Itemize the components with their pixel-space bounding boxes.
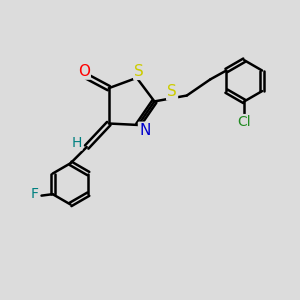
Text: S: S xyxy=(134,64,144,79)
Text: S: S xyxy=(167,85,177,100)
Text: N: N xyxy=(139,123,150,138)
Text: F: F xyxy=(31,187,39,201)
Text: O: O xyxy=(78,64,90,79)
Text: H: H xyxy=(71,136,82,150)
Text: Cl: Cl xyxy=(237,115,251,129)
